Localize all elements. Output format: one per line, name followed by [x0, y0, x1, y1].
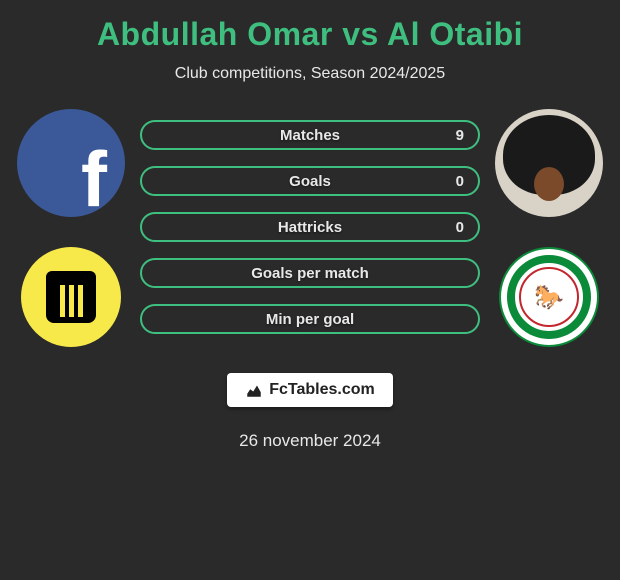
stat-label: Hattricks [278, 219, 342, 236]
right-column: 🐎 [494, 105, 604, 347]
site-name: FcTables.com [269, 381, 375, 399]
page-title: Abdullah Omar vs Al Otaibi [10, 16, 610, 53]
stat-bar-mpg: Min per goal [140, 304, 480, 334]
comparison-row: Matches 9 Goals 0 Hattricks 0 Goals per … [10, 105, 610, 347]
stat-bars: Matches 9 Goals 0 Hattricks 0 Goals per … [140, 118, 480, 334]
chart-icon [245, 381, 263, 399]
stat-label: Min per goal [266, 311, 354, 328]
stat-label: Goals [289, 173, 331, 190]
horse-icon: 🐎 [519, 267, 579, 327]
stat-bar-gpm: Goals per match [140, 258, 480, 288]
subtitle: Club competitions, Season 2024/2025 [10, 65, 610, 83]
stat-bar-goals: Goals 0 [140, 166, 480, 196]
stat-value: 0 [456, 173, 464, 190]
club1-logo [21, 247, 121, 347]
date-text: 26 november 2024 [10, 431, 610, 451]
stat-value: 9 [456, 127, 464, 144]
stat-value: 0 [456, 219, 464, 236]
stat-label: Goals per match [251, 265, 369, 282]
player2-avatar [495, 109, 603, 217]
stat-bar-matches: Matches 9 [140, 120, 480, 150]
club2-logo: 🐎 [499, 247, 599, 347]
site-badge: FcTables.com [227, 373, 393, 407]
stat-bar-hattricks: Hattricks 0 [140, 212, 480, 242]
left-column [16, 105, 126, 347]
stat-label: Matches [280, 127, 340, 144]
player1-avatar [17, 109, 125, 217]
